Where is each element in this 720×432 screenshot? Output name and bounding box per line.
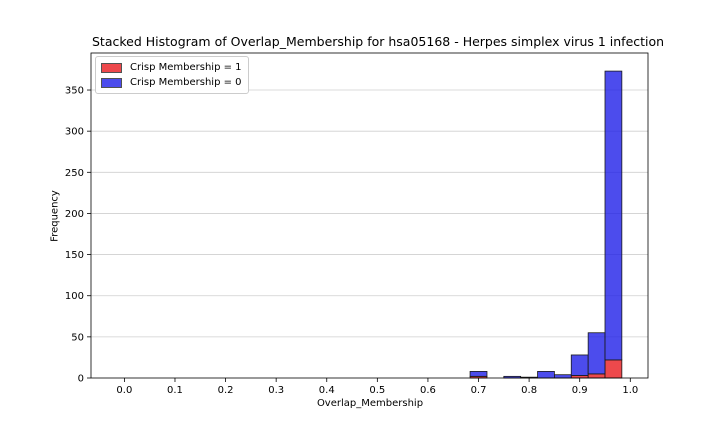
x-tick-label: 0.2 <box>218 385 234 396</box>
bar-crisp-0 <box>554 374 572 379</box>
y-tick-label: 0 <box>78 374 84 385</box>
bar-crisp-0 <box>469 371 488 377</box>
x-tick-label: 0.8 <box>521 385 537 396</box>
x-tick-label: 0.5 <box>369 385 385 396</box>
bar-crisp-1 <box>604 359 623 379</box>
bar-crisp-1 <box>587 373 606 379</box>
legend-label-crisp-1: Crisp Membership = 1 <box>130 62 242 73</box>
y-tick-label: 250 <box>65 168 84 179</box>
axes-frame <box>90 52 649 379</box>
legend-item-crisp-0: Crisp Membership = 0 <box>101 75 242 90</box>
legend-label-crisp-0: Crisp Membership = 0 <box>130 77 242 88</box>
bars-layer <box>469 70 623 379</box>
x-tick-label: 1.0 <box>622 385 638 396</box>
x-ticks: 0.0 0.1 0.2 0.3 0.4 0.5 0.6 0.7 0.8 0.9 1.0 <box>116 378 638 396</box>
legend-item-crisp-1: Crisp Membership = 1 <box>101 60 242 75</box>
legend-swatch-crisp-1 <box>101 62 122 73</box>
x-tick-label: 0.3 <box>268 385 284 396</box>
y-ticks: 0 50 100 150 200 250 300 350 <box>65 86 91 385</box>
x-tick-label: 0.1 <box>167 385 183 396</box>
x-tick-label: 0.9 <box>572 385 588 396</box>
y-tick-label: 100 <box>65 291 84 302</box>
bar-crisp-0 <box>604 70 623 361</box>
grid-lines <box>91 89 648 338</box>
y-tick-label: 350 <box>65 86 84 97</box>
x-axis-label: Overlap_Membership <box>316 398 424 409</box>
bar-crisp-0 <box>537 371 555 379</box>
y-tick-label: 200 <box>65 209 84 220</box>
legend: Crisp Membership = 1 Crisp Membership = … <box>95 56 249 94</box>
bar-crisp-0 <box>570 354 589 376</box>
y-tick-label: 300 <box>65 127 84 138</box>
x-tick-label: 0.4 <box>319 385 335 396</box>
legend-swatch-crisp-0 <box>101 77 122 88</box>
x-tick-label: 0.7 <box>471 385 487 396</box>
bar-crisp-0 <box>587 332 606 375</box>
y-axis-label: Frequency <box>49 190 61 242</box>
x-tick-label: 0.0 <box>116 385 132 396</box>
chart-title: Stacked Histogram of Overlap_Membership … <box>92 34 665 49</box>
y-tick-label: 150 <box>65 250 84 261</box>
x-tick-label: 0.6 <box>420 385 436 396</box>
y-tick-label: 50 <box>71 332 84 343</box>
